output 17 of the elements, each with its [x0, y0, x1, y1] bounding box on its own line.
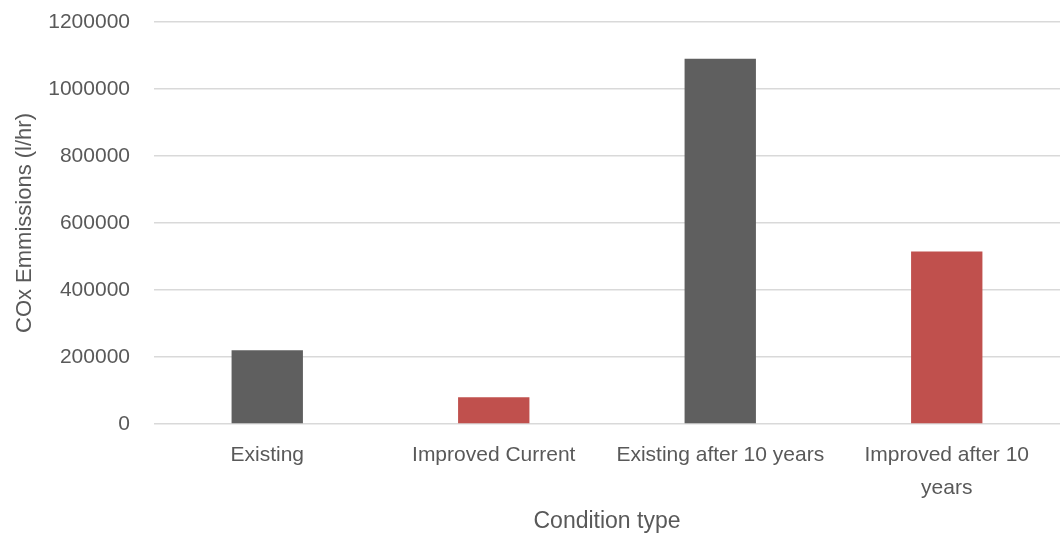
y-tick-label: 1200000	[48, 8, 130, 32]
x-tick-label: Improved Current	[412, 442, 576, 466]
x-tick-label: Existing	[230, 442, 305, 466]
x-tick-label: Existing after 10 years	[616, 442, 825, 466]
y-tick-label: 600000	[59, 209, 130, 233]
x-axis-title: Condition type	[533, 506, 681, 533]
bar	[684, 58, 756, 424]
bar	[458, 397, 530, 424]
bar	[911, 251, 983, 424]
x-tick-label: Improved after 10 years	[864, 442, 1030, 498]
y-tick-label: 800000	[59, 142, 130, 166]
y-tick-label: 200000	[59, 343, 130, 367]
y-tick-label: 1000000	[48, 75, 130, 99]
bar	[231, 350, 303, 424]
y-tick-label: 0	[118, 410, 130, 434]
y-tick-label: 400000	[59, 276, 130, 300]
y-axis-title: COx Emmissions (l/hr)	[11, 112, 37, 334]
